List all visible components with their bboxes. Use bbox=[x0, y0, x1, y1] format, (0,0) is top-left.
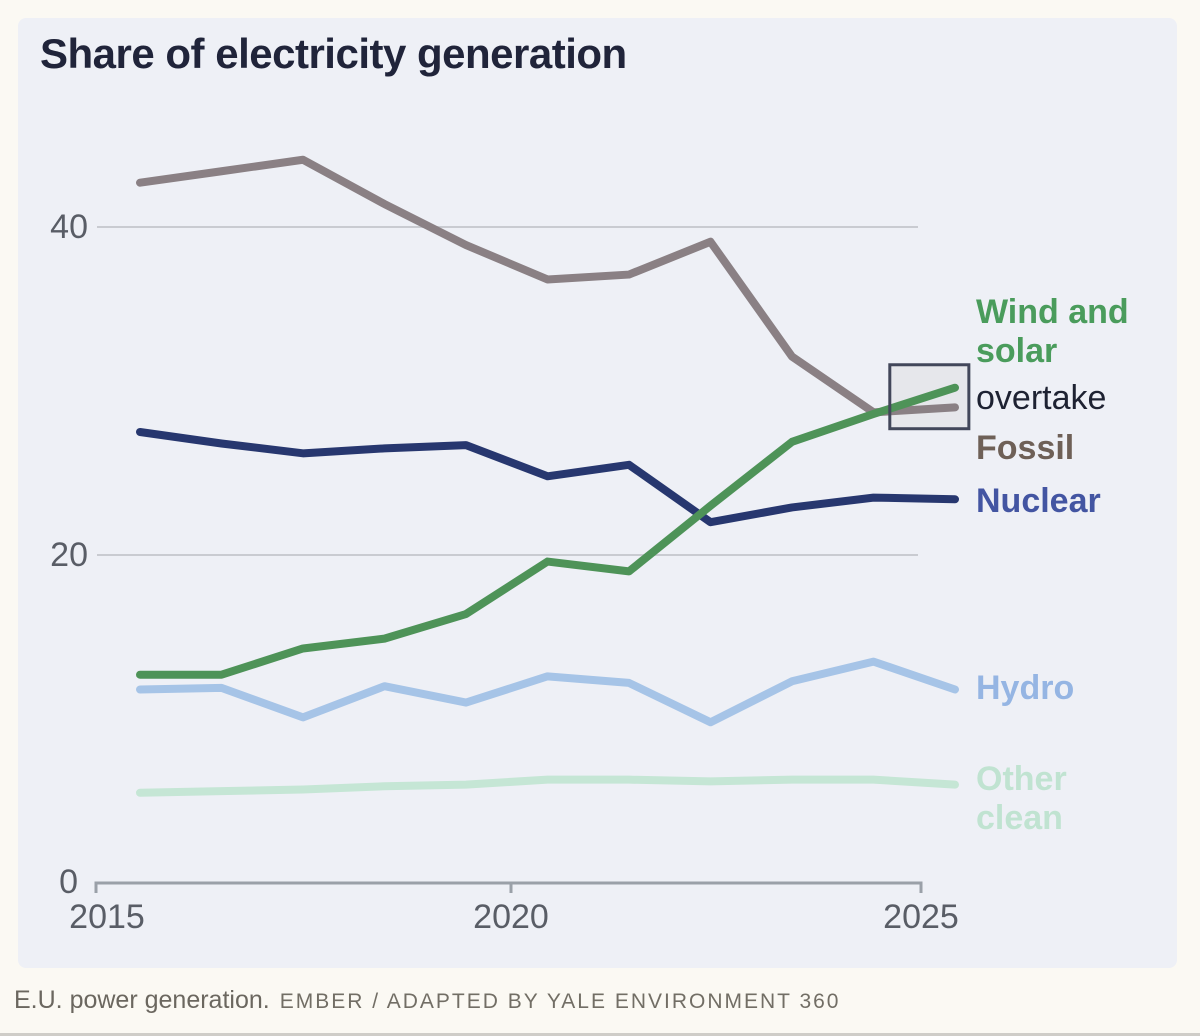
y-axis-tick-40: 40 bbox=[50, 208, 88, 246]
nuclear-line bbox=[136, 428, 959, 527]
series-label-fossil: Fossil bbox=[976, 429, 1075, 467]
fossil-line bbox=[136, 155, 959, 417]
y-axis-tick-0: 0 bbox=[59, 863, 78, 901]
series-label-wind-and-solar: Wind and solar bbox=[976, 293, 1129, 370]
other-clean-line bbox=[136, 775, 959, 797]
wind-and-solar-line bbox=[136, 383, 959, 679]
annotation-overtake: overtake bbox=[976, 379, 1107, 417]
caption-source-text: E.U. power generation. bbox=[14, 986, 270, 1014]
overtake-highlight-border bbox=[888, 363, 971, 431]
series-label-nuclear: Nuclear bbox=[976, 482, 1101, 520]
x-axis-tick-2025: 2025 bbox=[883, 898, 959, 936]
series-label-hydro: Hydro bbox=[976, 669, 1075, 707]
x-axis-tick-2020: 2020 bbox=[473, 898, 549, 936]
x-axis-tick-2015: 2015 bbox=[69, 898, 145, 936]
figure-caption: E.U. power generation. EMBER / ADAPTED B… bbox=[14, 986, 840, 1015]
y-axis-tick-20: 20 bbox=[50, 536, 88, 574]
chart-title: Share of electricity generation bbox=[40, 30, 627, 77]
series-label-other-clean: Other clean bbox=[976, 760, 1067, 837]
bottom-divider bbox=[0, 1033, 1200, 1036]
hydro-line bbox=[136, 657, 959, 727]
x-axis-line bbox=[94, 881, 923, 893]
caption-credit-text: EMBER / ADAPTED BY YALE ENVIRONMENT 360 bbox=[279, 990, 841, 1013]
